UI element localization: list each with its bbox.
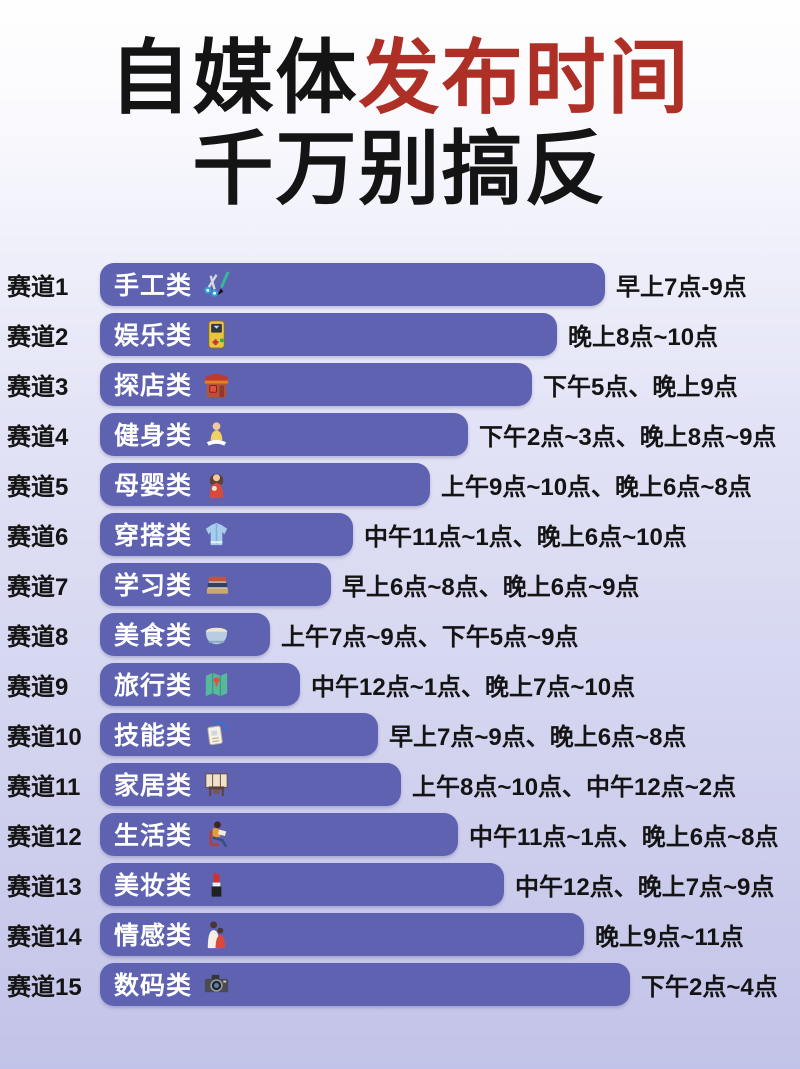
category-bar: 生活类 [100, 812, 458, 856]
time-label: 上午9点~10点、晚上6点~8点 [441, 473, 752, 501]
storefront-icon [201, 367, 232, 402]
category-bar: 探店类 [100, 362, 532, 406]
time-label: 上午8点~10点、中午12点~2点 [412, 773, 737, 801]
category-bar: 健身类 [100, 412, 468, 456]
time-label: 中午11点~1点、晚上6点~10点 [364, 523, 687, 551]
track-label: 赛道3 [7, 373, 69, 401]
category-label: 技能类 [114, 722, 193, 750]
time-label: 早上6点~8点、晚上6点~9点 [342, 573, 640, 601]
lipstick-icon [201, 867, 232, 902]
title-line1-red: 发布时间 [358, 34, 691, 124]
category-label: 生活类 [114, 822, 193, 850]
map-icon [201, 667, 232, 702]
time-label: 中午12点~1点、晚上7点~10点 [311, 673, 636, 701]
track-label: 赛道1 [7, 273, 69, 301]
category-bar: 美食类 [100, 612, 270, 656]
time-label: 早上7点-9点 [616, 273, 747, 301]
category-label: 手工类 [114, 272, 193, 300]
track-label: 赛道6 [7, 523, 69, 551]
time-label: 早上7点~9点、晚上6点~8点 [389, 723, 687, 751]
track-label: 赛道8 [7, 623, 69, 651]
id-badge-icon [201, 717, 232, 752]
track-row: 赛道1 手工类 早上7点-9点 [0, 259, 800, 309]
jacket-icon [201, 517, 232, 552]
category-bar: 娱乐类 [100, 312, 557, 356]
category-label: 穿搭类 [114, 522, 193, 550]
category-label: 学习类 [114, 572, 193, 600]
track-row: 赛道4 健身类 下午2点~3点、晚上8点~9点 [0, 409, 800, 459]
category-label: 家居类 [114, 772, 193, 800]
furniture-icon [201, 767, 232, 802]
category-bar: 母婴类 [100, 462, 430, 506]
track-row: 赛道3 探店类 下午5点、晚上9点 [0, 359, 800, 409]
track-row: 赛道9 旅行类 中午12点~1点、晚上7点~10点 [0, 659, 800, 709]
time-label: 中午12点、晚上7点~9点 [515, 873, 775, 901]
track-row: 赛道7 学习类 早上6点~8点、晚上6点~9点 [0, 559, 800, 609]
category-label: 美妆类 [114, 872, 193, 900]
category-bar: 旅行类 [100, 662, 300, 706]
category-label: 娱乐类 [114, 322, 193, 350]
category-label: 数码类 [114, 972, 193, 1000]
game-console-icon [201, 317, 232, 352]
track-label: 赛道5 [7, 473, 69, 501]
track-label: 赛道15 [7, 973, 82, 1001]
couple-icon [201, 917, 232, 952]
category-label: 美食类 [114, 622, 193, 650]
category-bar: 手工类 [100, 262, 605, 306]
time-label: 晚上8点~10点 [568, 323, 719, 351]
noodle-bowl-icon [201, 617, 232, 652]
track-label: 赛道11 [7, 773, 81, 801]
track-row: 赛道6 穿搭类 中午11点~1点、晚上6点~10点 [0, 509, 800, 559]
category-bar: 美妆类 [100, 862, 504, 906]
track-label: 赛道12 [7, 823, 82, 851]
books-icon [201, 567, 232, 602]
scissors-and-brush-icon [201, 267, 232, 302]
track-row: 赛道13 美妆类 中午12点、晚上7点~9点 [0, 859, 800, 909]
title-line2: 千万别搞反 [192, 124, 608, 215]
category-label: 旅行类 [114, 672, 193, 700]
track-row: 赛道2 娱乐类 晚上8点~10点 [0, 309, 800, 359]
category-bar: 家居类 [100, 762, 401, 806]
category-bar: 学习类 [100, 562, 331, 606]
poster-title: 自媒体发布时间 千万别搞反 [0, 34, 800, 215]
title-line1: 自媒体发布时间 [0, 34, 800, 125]
track-row: 赛道15 数码类 下午2点~4点 [0, 959, 800, 1009]
title-line1-black: 自媒体 [109, 34, 359, 124]
time-label: 上午7点~9点、下午5点~9点 [281, 623, 579, 651]
category-bar: 技能类 [100, 712, 378, 756]
camera-icon [201, 967, 232, 1002]
track-label: 赛道10 [7, 723, 82, 751]
track-row: 赛道11 家居类 上午8点~10点、中午12点~2点 [0, 759, 800, 809]
track-label: 赛道9 [7, 673, 69, 701]
category-bar: 情感类 [100, 912, 584, 956]
category-bar: 数码类 [100, 962, 630, 1006]
time-label: 下午2点~4点 [641, 973, 778, 1001]
track-label: 赛道7 [7, 573, 69, 601]
time-label: 中午11点~1点、晚上6点~8点 [469, 823, 779, 851]
category-bar: 穿搭类 [100, 512, 353, 556]
track-label: 赛道2 [7, 323, 69, 351]
track-row: 赛道14 情感类 晚上9点~11点 [0, 909, 800, 959]
time-label: 晚上9点~11点 [595, 923, 744, 951]
track-row: 赛道5 母婴类 上午9点~10点、晚上6点~8点 [0, 459, 800, 509]
track-label: 赛道13 [7, 873, 82, 901]
track-label: 赛道4 [7, 423, 69, 451]
time-label: 下午5点、晚上9点 [543, 373, 738, 401]
track-row: 赛道8 美食类 上午7点~9点、下午5点~9点 [0, 609, 800, 659]
mother-and-baby-icon [201, 467, 232, 502]
category-label: 情感类 [114, 922, 193, 950]
track-row: 赛道10 技能类 早上7点~9点、晚上6点~8点 [0, 709, 800, 759]
category-label: 健身类 [114, 422, 193, 450]
track-label: 赛道14 [7, 923, 82, 951]
tracks-list: 赛道1 手工类 早上7点-9点 赛道2 娱乐类 晚上8点~10点 赛道3 探店类… [0, 259, 800, 1009]
category-label: 探店类 [114, 372, 193, 400]
time-label: 下午2点~3点、晚上8点~9点 [479, 423, 777, 451]
track-row: 赛道12 生活类 中午11点~1点、晚上6点~8点 [0, 809, 800, 859]
person-reading-icon [201, 817, 232, 852]
meditating-person-icon [201, 417, 232, 452]
category-label: 母婴类 [114, 472, 193, 500]
